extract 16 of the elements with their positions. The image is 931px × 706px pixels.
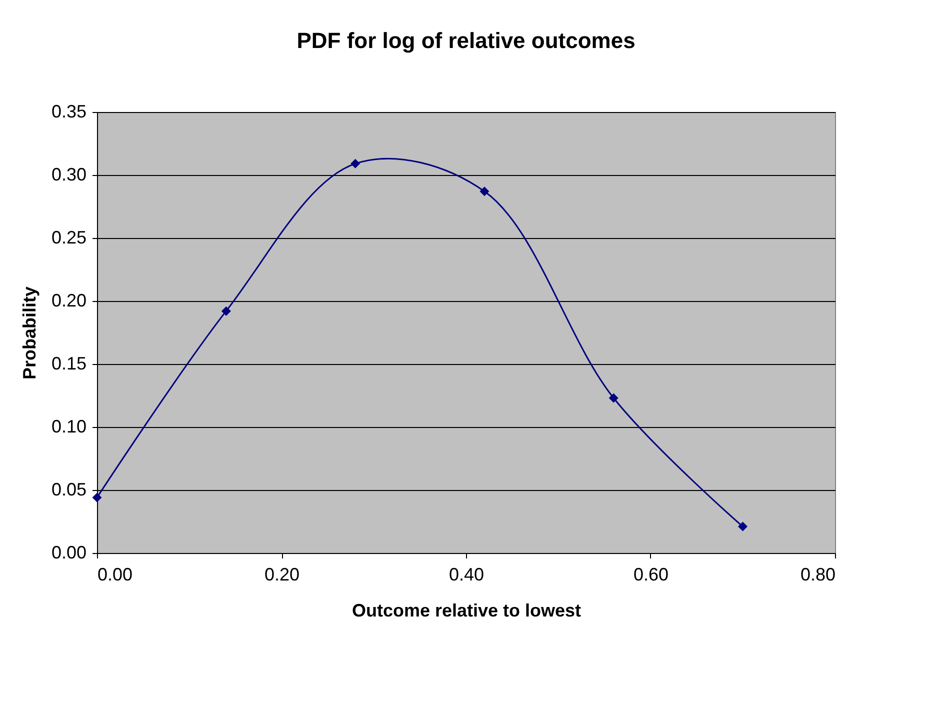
y-tick-label: 0.00 xyxy=(51,542,86,562)
x-tick-label: 0.60 xyxy=(633,564,669,584)
x-tick-label: 0.00 xyxy=(98,564,133,584)
x-tick-label: 0.20 xyxy=(264,564,300,584)
y-tick-label: 0.25 xyxy=(51,228,86,248)
y-tick-label: 0.35 xyxy=(51,102,86,122)
x-axis-title: Outcome relative to lowest xyxy=(352,600,582,620)
x-tick-label: 0.40 xyxy=(448,564,484,584)
y-tick-label: 0.10 xyxy=(51,416,86,436)
y-tick-label: 0.20 xyxy=(51,290,86,310)
y-tick-label: 0.05 xyxy=(51,480,86,500)
y-tick-label: 0.15 xyxy=(51,354,86,374)
y-tick-label: 0.30 xyxy=(51,164,86,184)
y-axis-title: Probability xyxy=(19,286,40,380)
chart-title: PDF for log of relative outcomes xyxy=(296,28,636,53)
x-tick-label: 0.80 xyxy=(800,564,836,584)
